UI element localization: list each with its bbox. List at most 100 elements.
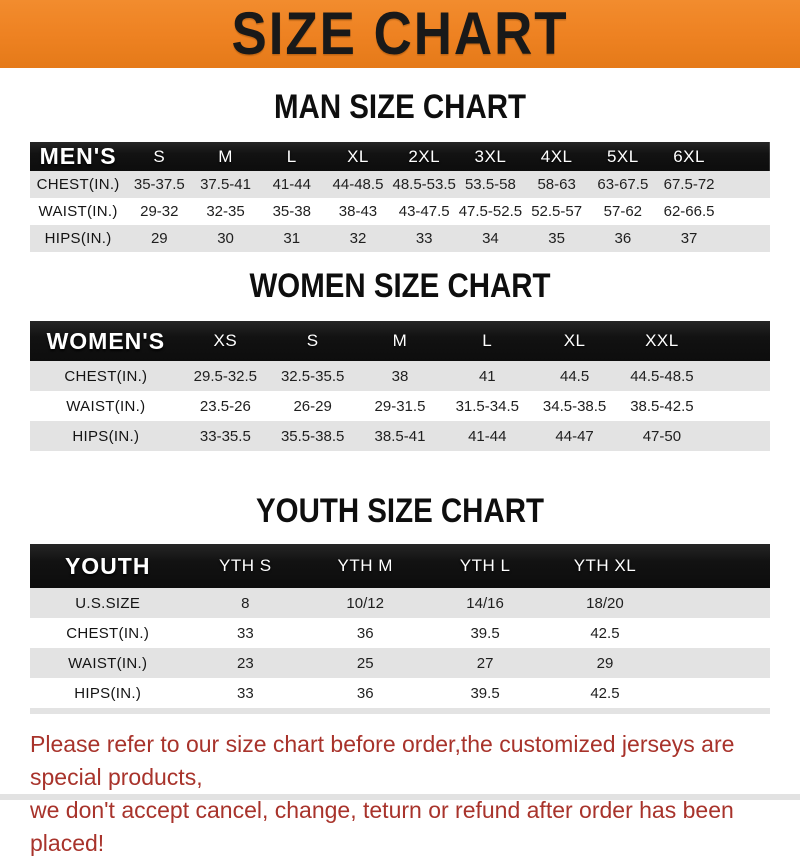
corner-label: YOUTH [64, 552, 151, 579]
size-cell: 33 [236, 624, 254, 642]
column-header: XL [563, 331, 586, 350]
corner-label: MEN'S [39, 143, 117, 169]
column-header: M [218, 146, 233, 166]
size-cell: 38-43 [338, 203, 378, 220]
size-cell: 37.5-41 [200, 176, 251, 193]
size-cell: 37 [680, 230, 698, 247]
size-cell: 10/12 [346, 594, 384, 612]
row-label: U.S.SIZE [75, 594, 141, 612]
footer-line-2: we don't accept cancel, change, teturn o… [30, 797, 734, 856]
size-cell: 14/16 [466, 594, 504, 612]
column-header: XS [213, 331, 238, 350]
size-cell: 42.5 [590, 684, 620, 702]
filler-cell [722, 171, 770, 198]
size-cell: 31.5-34.5 [455, 397, 519, 415]
row-label: HIPS(IN.) [72, 427, 140, 445]
size-cell: 58-63 [537, 176, 576, 193]
size-cell: 8 [241, 594, 250, 612]
table-row: HIPS(IN.) 33-35.5 35.5-38.5 38.5-41 41-44 44-… [30, 421, 770, 451]
size-cell: 36 [614, 230, 632, 247]
row-label: WAIST(IN.) [66, 397, 146, 415]
size-chart-section: MAN SIZE CHART MEN'S S M L XL 2XL 3XL 4XL 5XL 6XL C… [0, 87, 800, 252]
table-header-row: MEN'S S M L XL 2XL 3XL 4XL 5XL 6XL [30, 142, 770, 171]
size-cell: 25 [356, 654, 374, 672]
size-cell: 23.5-26 [199, 397, 251, 415]
size-charts-container: MAN SIZE CHART MEN'S S M L XL 2XL 3XL 4XL 5XL 6XL C… [0, 87, 800, 714]
column-header: 3XL [474, 146, 507, 166]
footer-line-1: Please refer to our size chart before or… [30, 731, 735, 790]
row-label: HIPS(IN.) [44, 230, 112, 247]
filler-cell [706, 421, 770, 451]
filler-cell [665, 588, 770, 618]
table-header-row: YOUTH YTH S YTH M YTH L YTH XL [30, 544, 770, 588]
size-cell: 44.5 [559, 367, 590, 385]
size-table: YOUTH YTH S YTH M YTH L YTH XL U.S.SIZE 8 10/12… [30, 544, 770, 708]
column-header: 2XL [408, 146, 441, 166]
size-cell: 36 [356, 624, 374, 642]
size-cell: 57-62 [603, 203, 643, 220]
row-label: WAIST(IN.) [68, 654, 148, 672]
size-cell: 63-67.5 [597, 176, 649, 193]
row-label: CHEST(IN.) [64, 367, 148, 385]
filler-cell [665, 544, 770, 588]
size-cell: 38.5-42.5 [630, 397, 694, 415]
size-cell: 23 [236, 654, 254, 672]
size-table: MEN'S S M L XL 2XL 3XL 4XL 5XL 6XL CHEST(IN.) 35-37… [30, 142, 770, 252]
size-cell: 27 [476, 654, 494, 672]
size-cell: 29-31.5 [374, 397, 426, 415]
size-cell: 18/20 [586, 594, 624, 612]
section-heading: MAN SIZE CHART [274, 87, 526, 126]
size-cell: 29 [596, 654, 614, 672]
bottom-edge-strip [0, 794, 800, 800]
row-label: CHEST(IN.) [66, 624, 150, 642]
size-cell: 48.5-53.5 [392, 176, 456, 193]
table-header-row: WOMEN'S XS S M L XL XXL [30, 321, 770, 361]
table-row: WAIST(IN.) 29-32 32-35 35-38 38-43 43-47.5 47.… [30, 198, 770, 225]
table-row: CHEST(IN.) 33 36 39.5 42.5 [30, 618, 770, 648]
table-row: HIPS(IN.) 29 30 31 32 33 34 35 36 37 [30, 225, 770, 252]
table-row: WAIST(IN.) 23 25 27 29 [30, 648, 770, 678]
size-cell: 43-47.5 [398, 203, 450, 220]
column-header: 6XL [673, 146, 705, 166]
filler-cell [706, 361, 770, 391]
column-header: XXL [645, 331, 679, 350]
size-cell: 29 [150, 230, 168, 247]
size-cell: 52.5-57 [531, 203, 583, 220]
filler-cell [665, 648, 770, 678]
table-row: HIPS(IN.) 33 36 39.5 42.5 [30, 678, 770, 708]
column-header: 4XL [540, 146, 573, 166]
column-header: YTH L [459, 556, 511, 575]
size-cell: 42.5 [590, 624, 620, 642]
filler-cell [665, 618, 770, 648]
size-cell: 41 [478, 367, 496, 385]
size-cell: 32 [349, 230, 367, 247]
table-bottom-strip [30, 708, 770, 714]
size-cell: 35-38 [272, 203, 311, 220]
corner-label: WOMEN'S [46, 327, 166, 354]
column-header: 5XL [606, 146, 639, 166]
size-cell: 35 [548, 230, 565, 247]
size-cell: 53.5-58 [464, 176, 516, 193]
size-cell: 38 [391, 367, 409, 385]
banner-title: SIZE CHART [231, 0, 569, 68]
row-label: HIPS(IN.) [74, 684, 142, 702]
size-cell: 34 [482, 230, 499, 247]
size-cell: 67.5-72 [663, 176, 715, 193]
column-header: YTH S [219, 556, 272, 575]
column-header: YTH XL [573, 556, 637, 575]
table-row: WAIST(IN.) 23.5-26 26-29 29-31.5 31.5-34.5 34… [30, 391, 770, 421]
size-cell: 44-47 [555, 427, 594, 445]
size-cell: 41-44 [468, 427, 507, 445]
size-cell: 47.5-52.5 [458, 203, 523, 220]
column-header: YTH M [337, 556, 393, 575]
size-cell: 44.5-48.5 [630, 367, 694, 385]
row-label: CHEST(IN.) [36, 176, 120, 193]
size-chart-section: YOUTH SIZE CHART YOUTH YTH S YTH M YTH L YTH … [0, 491, 800, 714]
table-row: CHEST(IN.) 29.5-32.5 32.5-35.5 38 41 44.5 44.5… [30, 361, 770, 391]
section-heading: YOUTH SIZE CHART [256, 491, 544, 530]
size-cell: 33 [236, 684, 254, 702]
size-cell: 30 [217, 230, 234, 247]
size-cell: 32-35 [206, 203, 245, 220]
table-row: U.S.SIZE 8 10/12 14/16 18/20 [30, 588, 770, 618]
